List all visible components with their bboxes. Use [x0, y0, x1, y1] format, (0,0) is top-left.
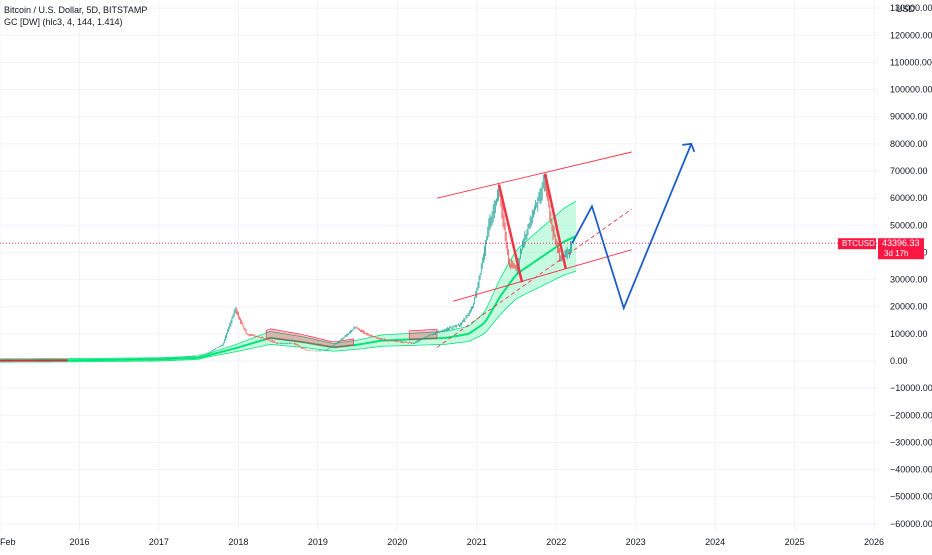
time-axis: Feb 2016 2017 2018 2019 2020 2021 2022 2023 2024 2…: [0, 537, 884, 547]
x-tick-label: 2019: [308, 537, 328, 547]
channel-upper: [437, 152, 632, 198]
y-tick-label: 50000.00: [890, 220, 928, 230]
indicator-title[interactable]: GC [DW] (hlc3, 4, 144, 1.414): [4, 16, 147, 28]
x-tick-label: 2020: [387, 537, 407, 547]
x-tick-label: 2025: [785, 537, 805, 547]
trend-channel: [0, 152, 878, 347]
x-tick-label: Feb: [0, 537, 16, 547]
price-axis: −60000.00 −50000.00 −40000.00 −30000.00 −200…: [838, 3, 932, 529]
symbol-tag: BTCUSD: [842, 239, 875, 248]
y-tick-label: 110000.00: [890, 57, 932, 67]
gc-band-bearish: [409, 329, 437, 339]
symbol-title[interactable]: Bitcoin / U.S. Dollar, 5D, BITSTAMP: [4, 4, 147, 16]
x-tick-label: 2023: [626, 537, 646, 547]
y-tick-label: 120000.00: [890, 30, 932, 40]
y-tick-label: 100000.00: [890, 85, 932, 95]
channel-middle: [437, 209, 632, 347]
projection-line: [572, 144, 691, 308]
y-tick-label: −50000.00: [890, 492, 932, 502]
y-tick-label: −40000.00: [890, 465, 932, 475]
y-tick-label: −60000.00: [890, 519, 932, 529]
y-tick-label: 0.00: [890, 356, 908, 366]
y-tick-label: 70000.00: [890, 166, 928, 176]
grid: [0, 0, 878, 532]
x-tick-label: 2016: [69, 537, 89, 547]
chart-legend: Bitcoin / U.S. Dollar, 5D, BITSTAMP GC […: [4, 4, 147, 28]
x-tick-label: 2024: [705, 537, 725, 547]
price-tag-countdown: 3d 17h: [884, 249, 908, 258]
x-tick-label: 2022: [546, 537, 566, 547]
candles: [135, 174, 571, 360]
y-tick-label: 30000.00: [890, 275, 928, 285]
y-tick-label: −10000.00: [890, 383, 932, 393]
y-tick-label: 80000.00: [890, 139, 928, 149]
price-tag-value: 43396.33: [882, 238, 920, 248]
y-tick-label: −30000.00: [890, 437, 932, 447]
x-tick-label: 2021: [467, 537, 487, 547]
y-tick-label: 60000.00: [890, 193, 928, 203]
y-tick-label: 10000.00: [890, 329, 928, 339]
x-tick-label: 2017: [149, 537, 169, 547]
x-tick-label: 2018: [228, 537, 248, 547]
y-tick-label: −20000.00: [890, 410, 932, 420]
x-tick-label: 2026: [864, 537, 884, 547]
currency-label: USD: [896, 4, 916, 14]
y-tick-label: 20000.00: [890, 302, 928, 312]
y-tick-label: 90000.00: [890, 112, 928, 122]
projection-path: [572, 144, 694, 308]
